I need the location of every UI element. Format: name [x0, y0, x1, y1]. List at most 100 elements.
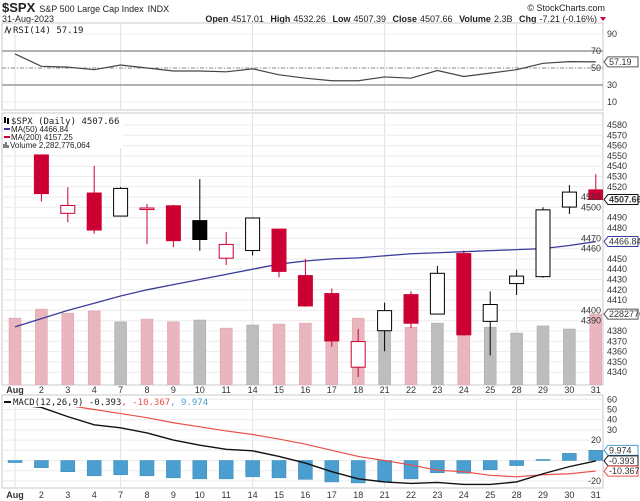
close-value: 4507.66 — [420, 14, 453, 24]
macd-legend-sep1: , — [121, 398, 132, 408]
rsi-tick-label: 70 — [591, 46, 601, 56]
date-tick-label: Aug — [6, 385, 24, 395]
volume-value-box-frame — [603, 308, 639, 320]
candle-body — [561, 191, 577, 208]
macd-tick-label: 30 — [607, 425, 617, 435]
volume-bar — [193, 319, 207, 385]
price-tick-label: 4460 — [581, 244, 601, 254]
macd-date-tick-label: 25 — [485, 490, 495, 500]
candle-body — [324, 293, 340, 342]
gridlines — [2, 23, 603, 488]
candle-body — [403, 294, 419, 324]
price-tick-label: 4530 — [607, 172, 627, 182]
candle-body — [297, 275, 313, 307]
macd-date-tick-label: 15 — [274, 490, 284, 500]
date-tick-label: 16 — [300, 385, 310, 395]
hist-value-box: 9.974 — [603, 444, 639, 456]
macd-date-tick-label: 14 — [248, 490, 258, 500]
rsi-panel — [1, 22, 604, 111]
volume-bar — [563, 328, 576, 385]
price-tick-label: 4420 — [607, 285, 627, 295]
title-line: $SPX S&P 500 Large Cap Index INDX — [2, 0, 169, 15]
price-tick-label: 4520 — [607, 182, 627, 192]
price-tick-label: 4370 — [607, 336, 627, 346]
signal-value-box: -10.367 — [603, 465, 640, 477]
rsi-tick-label: 10 — [607, 97, 617, 107]
macd-date-tick-label: 10 — [195, 490, 205, 500]
macd-legend-signal: -10.367 — [132, 398, 170, 408]
macd-histogram-bar — [562, 453, 577, 461]
rsi-legend: RSI(14) 57.19 — [4, 25, 83, 36]
candle-body — [350, 341, 366, 368]
volume-bar — [404, 326, 418, 385]
price-tick-label: 4400 — [581, 305, 601, 315]
candle-body — [113, 187, 129, 217]
price-tick-label: 4450 — [607, 254, 627, 264]
macd-date-tick-label: 18 — [353, 490, 363, 500]
volume-bar — [140, 318, 154, 385]
macd-date-tick-label: 29 — [538, 490, 548, 500]
macd-legend-text: MACD(12,26,9) -0.393, -10.367, 9.974 — [13, 398, 208, 408]
macd-legend-bg — [4, 397, 209, 407]
candle-body — [509, 275, 525, 285]
candlestick — [86, 165, 102, 234]
macd-date-tick-label: 21 — [380, 490, 390, 500]
macd-legend-macd: -0.393 — [89, 398, 122, 408]
date-tick-label: 30 — [564, 385, 574, 395]
price-tick-label: 4470 — [581, 233, 601, 243]
volume-value-box-text: 2282776 — [609, 309, 640, 319]
signal-value-box-frame — [603, 465, 639, 477]
candlestick — [324, 288, 340, 347]
macd-histogram-bar — [377, 460, 392, 483]
price-tick-label: 4350 — [607, 357, 627, 367]
date-tick-label: 8 — [144, 385, 149, 395]
volume-bar — [510, 332, 523, 385]
candlestick — [482, 291, 498, 356]
candlestick — [245, 217, 261, 256]
price-tick-label: 4500 — [581, 202, 601, 212]
chart-header: $SPX S&P 500 Large Cap Index INDX © StockC… — [2, 0, 606, 24]
candlestick — [165, 204, 181, 248]
macd-value-box: -0.393 — [603, 455, 639, 467]
candle-body — [429, 272, 445, 315]
candlestick — [350, 329, 366, 378]
price-tick-label: 4540 — [607, 161, 627, 171]
volume-bar — [299, 322, 312, 385]
macd-legend-sep2: , — [170, 398, 181, 408]
price-tick-label: 4580 — [607, 120, 627, 130]
macd-plot — [7, 399, 603, 486]
date-tick-label: 9 — [171, 385, 176, 395]
candle-body — [86, 192, 102, 231]
volume-bar — [589, 313, 603, 385]
candle-body — [60, 204, 76, 214]
date-tick-label: 15 — [274, 385, 284, 395]
macd-date-tick-label: 28 — [512, 490, 522, 500]
open-label: Open — [205, 14, 228, 24]
macd-date-tick-label: 17 — [327, 490, 337, 500]
volume-bar — [272, 323, 286, 385]
date-tick-label: 24 — [459, 385, 469, 395]
candlestick — [139, 203, 155, 245]
stockcharts-credit[interactable]: © StockCharts.com — [527, 3, 605, 13]
macd-panel — [1, 394, 604, 489]
symbol: $SPX — [2, 0, 36, 15]
candlestick-icon — [4, 117, 9, 124]
date-tick-label: 10 — [195, 385, 205, 395]
macd-date-tick-label: 22 — [406, 490, 416, 500]
volume-bar — [35, 308, 48, 385]
date-tick-label: 11 — [222, 385, 231, 395]
exchange: INDX — [148, 4, 170, 14]
date-tick-label: 31 — [591, 385, 601, 395]
macd-date-tick-label: 8 — [144, 490, 149, 500]
date-tick-label: 18 — [353, 385, 363, 395]
candle-body — [456, 253, 472, 336]
price-tick-label: 4440 — [607, 264, 627, 274]
date-tick-label: 23 — [432, 385, 442, 395]
macd-histogram-bar — [403, 460, 419, 480]
date-tick-label: 22 — [406, 385, 416, 395]
security-name: S&P 500 Large Cap Index — [39, 4, 144, 14]
candle-body — [271, 228, 287, 272]
date-tick-label: 4 — [92, 385, 97, 395]
volume-bar — [431, 322, 444, 385]
